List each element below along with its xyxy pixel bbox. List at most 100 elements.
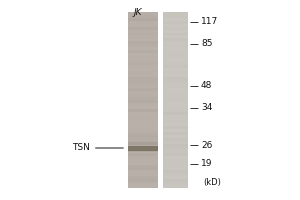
- Bar: [163, 165, 188, 167]
- Bar: [128, 77, 158, 79]
- Bar: [163, 156, 188, 159]
- Bar: [163, 27, 188, 30]
- Bar: [128, 12, 158, 15]
- Bar: [163, 44, 188, 47]
- Bar: [128, 138, 158, 141]
- Bar: [128, 33, 158, 35]
- Bar: [163, 121, 188, 123]
- Bar: [163, 129, 188, 132]
- Bar: [163, 91, 188, 94]
- Bar: [163, 59, 188, 62]
- Bar: [163, 173, 188, 176]
- Bar: [128, 118, 158, 121]
- Bar: [128, 123, 158, 126]
- Bar: [128, 65, 158, 68]
- Bar: [163, 74, 188, 77]
- Bar: [128, 115, 158, 118]
- Text: TSN: TSN: [72, 144, 123, 152]
- Bar: [163, 35, 188, 38]
- Bar: [128, 44, 158, 47]
- Bar: [128, 141, 158, 144]
- Bar: [128, 173, 158, 176]
- Bar: [163, 82, 188, 85]
- Bar: [128, 176, 158, 179]
- Bar: [128, 146, 158, 150]
- Bar: [163, 109, 188, 112]
- Text: 48: 48: [201, 82, 212, 90]
- Bar: [128, 153, 158, 156]
- Bar: [128, 68, 158, 71]
- Text: 19: 19: [201, 160, 212, 168]
- Bar: [163, 118, 188, 121]
- Bar: [163, 153, 188, 156]
- Bar: [128, 135, 158, 138]
- Text: 117: 117: [201, 18, 218, 26]
- Bar: [163, 106, 188, 109]
- Bar: [128, 121, 158, 123]
- Bar: [163, 79, 188, 82]
- Bar: [128, 12, 158, 188]
- Bar: [128, 91, 158, 94]
- Bar: [163, 65, 188, 68]
- Bar: [128, 147, 158, 150]
- Bar: [163, 12, 188, 15]
- Bar: [163, 41, 188, 44]
- Bar: [128, 21, 158, 24]
- Bar: [163, 24, 188, 27]
- Bar: [128, 109, 158, 112]
- Bar: [128, 156, 158, 159]
- Bar: [163, 18, 188, 21]
- Bar: [163, 185, 188, 188]
- Bar: [128, 100, 158, 103]
- Bar: [128, 106, 158, 109]
- Bar: [163, 15, 188, 18]
- Bar: [128, 85, 158, 88]
- Bar: [128, 27, 158, 30]
- Bar: [163, 56, 188, 59]
- Bar: [163, 167, 188, 170]
- Bar: [128, 150, 158, 153]
- Bar: [128, 41, 158, 44]
- Bar: [163, 179, 188, 182]
- Bar: [128, 82, 158, 85]
- Text: JK: JK: [134, 8, 142, 17]
- Bar: [128, 182, 158, 185]
- Bar: [128, 159, 158, 162]
- Bar: [128, 165, 158, 167]
- Bar: [163, 112, 188, 115]
- Bar: [163, 147, 188, 150]
- Bar: [128, 167, 158, 170]
- Bar: [163, 88, 188, 91]
- Bar: [128, 24, 158, 27]
- Bar: [128, 97, 158, 100]
- Bar: [163, 182, 188, 185]
- Bar: [128, 74, 158, 77]
- Bar: [163, 97, 188, 100]
- Bar: [128, 79, 158, 82]
- Bar: [128, 15, 158, 18]
- Bar: [128, 179, 158, 182]
- Bar: [128, 142, 158, 144]
- Bar: [128, 59, 158, 62]
- Bar: [163, 138, 188, 141]
- Bar: [163, 50, 188, 53]
- Bar: [163, 132, 188, 135]
- Bar: [128, 129, 158, 132]
- Bar: [128, 53, 158, 56]
- Bar: [163, 38, 188, 41]
- Bar: [128, 62, 158, 65]
- Bar: [163, 53, 188, 56]
- Bar: [128, 30, 158, 33]
- Bar: [128, 56, 158, 59]
- Bar: [163, 30, 188, 33]
- Bar: [163, 150, 188, 153]
- Bar: [163, 68, 188, 71]
- Bar: [128, 126, 158, 129]
- Bar: [128, 170, 158, 173]
- Bar: [128, 50, 158, 53]
- Bar: [128, 149, 158, 152]
- Bar: [128, 94, 158, 97]
- Bar: [163, 144, 188, 147]
- Bar: [163, 141, 188, 144]
- Bar: [163, 94, 188, 97]
